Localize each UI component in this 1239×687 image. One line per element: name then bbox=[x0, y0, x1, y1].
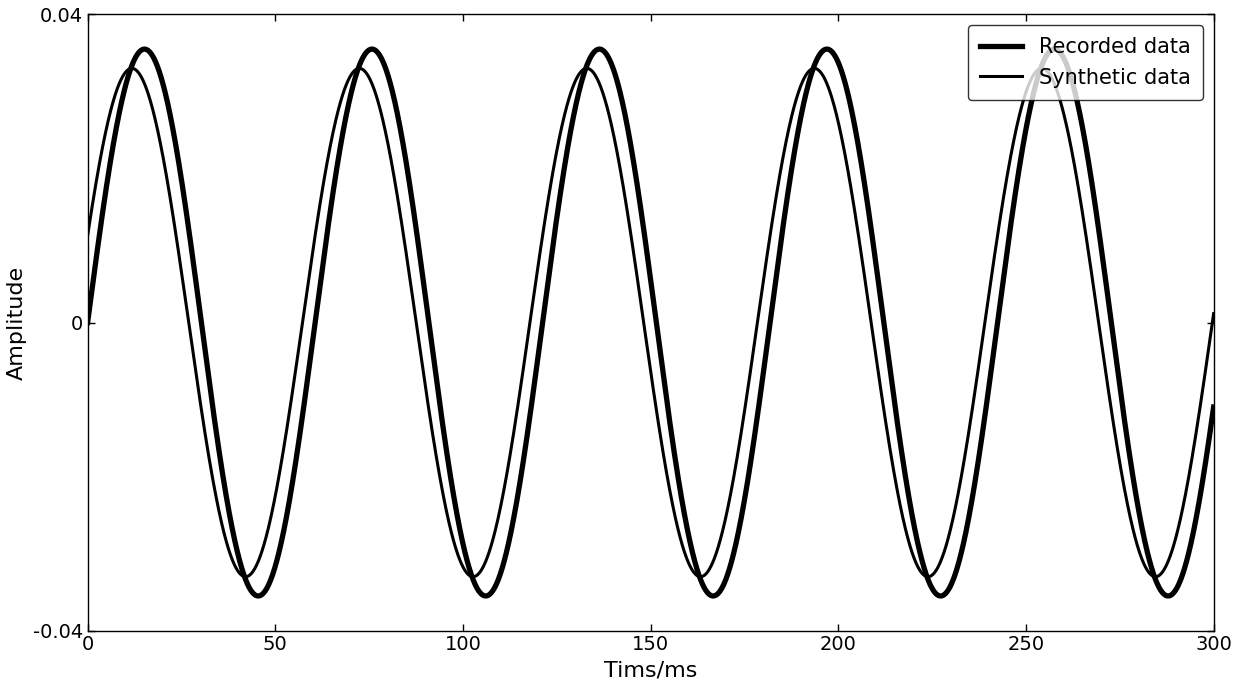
Recorded data bbox=[1147, 572, 1162, 580]
Synthetic data bbox=[1147, 572, 1162, 581]
Recorded data bbox=[81, 318, 95, 326]
Recorded data bbox=[138, 45, 152, 53]
Synthetic data bbox=[1207, 310, 1222, 318]
X-axis label: Tims/ms: Tims/ms bbox=[603, 660, 698, 680]
Synthetic data bbox=[85, 199, 100, 207]
Recorded data bbox=[147, 56, 162, 65]
Recorded data bbox=[250, 592, 265, 600]
Recorded data bbox=[631, 188, 646, 196]
Y-axis label: Amplitude: Amplitude bbox=[7, 265, 27, 380]
Recorded data bbox=[85, 280, 100, 289]
Recorded data bbox=[1207, 403, 1222, 411]
Recorded data bbox=[126, 56, 141, 64]
Line: Synthetic data: Synthetic data bbox=[88, 69, 1214, 576]
Synthetic data bbox=[147, 115, 162, 123]
Synthetic data bbox=[631, 281, 646, 289]
Line: Recorded data: Recorded data bbox=[88, 49, 1214, 596]
Synthetic data bbox=[238, 572, 253, 581]
Synthetic data bbox=[126, 65, 141, 73]
Synthetic data bbox=[81, 232, 95, 240]
Recorded data bbox=[301, 368, 316, 376]
Synthetic data bbox=[124, 65, 139, 73]
Synthetic data bbox=[301, 275, 316, 284]
Legend: Recorded data, Synthetic data: Recorded data, Synthetic data bbox=[968, 25, 1203, 100]
